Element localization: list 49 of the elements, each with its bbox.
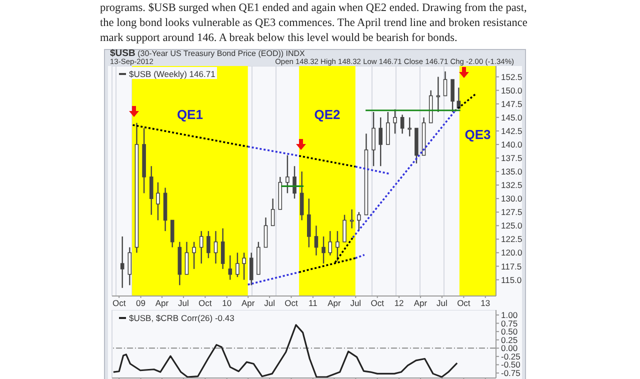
x-tick-label: Apr bbox=[155, 298, 169, 308]
x-tick-label: 11 bbox=[308, 298, 318, 308]
x-tick-label: 12 bbox=[394, 298, 404, 308]
x-tick-label: Oct bbox=[112, 298, 126, 308]
x-tick-label: Jul bbox=[436, 298, 448, 308]
y-tick-label: -0.25 bbox=[501, 351, 521, 362]
x-tick-label: Jul bbox=[264, 298, 276, 308]
x-tick-label: 09 bbox=[136, 298, 146, 308]
y-tick-label: 125.0 bbox=[501, 220, 523, 231]
x-tick-label: Oct bbox=[198, 298, 212, 308]
x-tick-label: 10 bbox=[222, 298, 232, 308]
y-tick-label: 140.0 bbox=[501, 139, 523, 150]
x-tick-label: Apr bbox=[328, 298, 341, 308]
y-tick-label: 132.5 bbox=[501, 180, 523, 190]
band-label: QE3 bbox=[464, 127, 491, 142]
y-tick-label: 1.00 bbox=[501, 310, 518, 320]
y-tick-label: -0.75 bbox=[501, 368, 521, 378]
y-tick-label: 120.0 bbox=[501, 248, 523, 258]
x-tick-label: Oct bbox=[457, 298, 471, 308]
y-tick-label: 150.0 bbox=[501, 85, 523, 96]
y-tick-label: 137.5 bbox=[501, 153, 523, 164]
y-tick-label: 142.5 bbox=[501, 126, 523, 136]
y-tick-label: 152.5 bbox=[501, 72, 523, 82]
band-label: QE1 bbox=[176, 107, 203, 122]
y-tick-label: 135.0 bbox=[501, 166, 523, 177]
legend-label: $USB (Weekly) 146.71 bbox=[119, 69, 216, 79]
x-tick-label: Jul bbox=[350, 298, 362, 308]
legend-label: $USB, $CRB Corr(26) -0.43 bbox=[119, 313, 234, 323]
y-tick-label: 0.75 bbox=[501, 318, 518, 328]
y-tick-label: 117.5 bbox=[501, 261, 522, 272]
y-tick-label: 130.0 bbox=[501, 194, 523, 204]
x-tick-label: Jul bbox=[178, 298, 190, 308]
x-tick-label: Oct bbox=[370, 298, 385, 308]
y-tick-label: 122.5 bbox=[501, 234, 523, 244]
x-tick-label: Oct bbox=[284, 298, 299, 308]
band-label: QE2 bbox=[314, 107, 340, 122]
y-tick-label: 145.0 bbox=[501, 112, 523, 122]
y-tick-label: 0.00 bbox=[501, 343, 518, 354]
x-tick-label: Apr bbox=[414, 298, 428, 308]
y-tick-label: 0.50 bbox=[501, 326, 518, 337]
y-tick-label: -0.50 bbox=[501, 360, 521, 370]
x-tick-label: 13 bbox=[480, 298, 490, 308]
y-tick-label: 147.5 bbox=[501, 98, 523, 109]
x-tick-label: Apr bbox=[241, 298, 255, 308]
chart-title: $USB (30-Year US Treasury Bond Price (EOD)) INDX bbox=[110, 48, 305, 59]
text: programs. $USB surged when QE1 ended and again when QE2 ended. Drawing from the past, the long bond looks vulnerable as QE3 commences. The April trend line and broken resistance mark support around 146. A break below this level would be bearish for bonds. bbox=[100, 1, 528, 46]
y-tick-label: 127.5 bbox=[501, 207, 523, 218]
y-tick-label: 115.0 bbox=[501, 274, 522, 285]
y-tick-label: 0.25 bbox=[501, 334, 518, 345]
